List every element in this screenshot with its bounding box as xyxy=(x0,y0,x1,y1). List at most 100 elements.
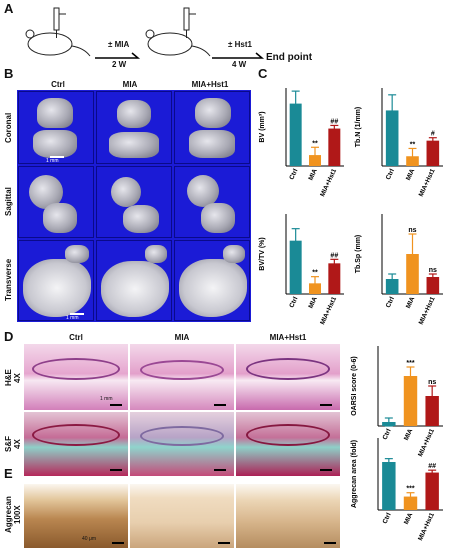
ct-row-transverse: Transverse xyxy=(4,258,13,302)
histo-col-ctrl: Ctrl xyxy=(69,333,83,342)
step1-time: 2 W xyxy=(112,60,127,69)
ct-image-coronal-mia xyxy=(96,91,172,164)
aggrecan-image-mia xyxy=(130,484,234,548)
step1-label: ± MIA xyxy=(108,40,130,49)
syringe-icon xyxy=(183,7,196,38)
chart-significance-label: ns xyxy=(428,379,436,386)
histo-scale-bar xyxy=(110,404,122,406)
histo-image-sf-mia xyxy=(130,412,234,476)
chart-significance-label: ## xyxy=(330,118,338,125)
chart-x-tick-label: MIA+Hst1 xyxy=(418,168,437,198)
chart-ylabel: Aggrecan area (fold) xyxy=(351,440,358,508)
histo-scale-bar xyxy=(320,469,332,471)
step2-time: 4 W xyxy=(232,60,247,69)
ct-col-ctrl: Ctrl xyxy=(51,80,65,89)
ct-col-mia: MIA xyxy=(122,80,138,89)
chart-x-tick-label: MIA xyxy=(403,428,415,442)
ct-image-transverse-mia xyxy=(96,240,172,321)
ct-col-mia-hst1: MIA+Hst1 xyxy=(191,80,229,89)
chart-significance-label: *** xyxy=(406,360,414,367)
mouse-icon xyxy=(25,29,91,57)
aggrecan-scale-label: 40 μm xyxy=(82,536,96,542)
ct-image-coronal-hst1 xyxy=(174,91,250,164)
chart-x-tick-label: MIA+Hst1 xyxy=(418,296,437,326)
histo-col-mia: MIA xyxy=(174,333,190,342)
chart-x-tick-label: Ctrl xyxy=(385,168,396,181)
chart-tbsp: Tb.Sp (mm) Ctrl ns MIA ns MIA+Hst1 xyxy=(355,214,443,326)
chart-x-tick-label: Ctrl xyxy=(288,168,299,181)
aggrecan-image-hst1 xyxy=(236,484,340,548)
chart-bar xyxy=(289,103,302,166)
histo-image-sf-hst1 xyxy=(236,412,340,476)
chart-significance-label: ns xyxy=(429,267,437,274)
ct-image-sagittal-mia xyxy=(96,166,172,238)
mouse-icon xyxy=(145,29,211,57)
chart-ylabel: BV/TV (%) xyxy=(259,237,266,270)
chart-x-tick-label: MIA xyxy=(307,168,319,182)
chart-significance-label: ## xyxy=(330,252,338,259)
chart-bar xyxy=(425,472,439,510)
panel-letter-a: A xyxy=(4,1,14,16)
panel-letter-e: E xyxy=(4,466,13,481)
panel-letter-c: C xyxy=(258,66,268,81)
ct-image-transverse-ctrl xyxy=(18,240,94,321)
chart-x-tick-label: MIA xyxy=(405,296,417,310)
histo-scale-bar xyxy=(110,469,122,471)
chart-x-tick-label: Ctrl xyxy=(382,428,393,441)
chart-ylabel: BV (mm³) xyxy=(259,111,266,142)
ct-row-coronal: Coronal xyxy=(4,112,13,144)
chart-bar xyxy=(385,110,399,166)
aggrecan-row: Aggrecan 100X xyxy=(4,482,22,548)
endpoint-label: End point xyxy=(266,52,313,63)
chart-ylabel: Tb.Sp (mm) xyxy=(355,235,362,274)
chart-x-tick-label: MIA+Hst1 xyxy=(319,296,338,326)
chart-x-tick-label: MIA xyxy=(403,512,415,526)
aggrecan-image-ctrl xyxy=(24,484,128,548)
histo-scale-bar xyxy=(214,404,226,406)
chart-significance-label: ## xyxy=(428,463,436,470)
aggrecan-scale-bar xyxy=(218,542,230,544)
ct-image-coronal-ctrl xyxy=(18,91,94,164)
aggrecan-row-mag: 100X xyxy=(13,505,22,525)
chart-significance-label: ** xyxy=(312,140,318,147)
timeline-schematic xyxy=(25,7,265,59)
chart-bar xyxy=(426,277,440,294)
chart-bar xyxy=(289,240,302,294)
ct-image-sagittal-ctrl xyxy=(18,166,94,238)
chart-bvtv: BV/TV (%) Ctrl ** MIA ## MIA+Hst1 xyxy=(259,214,344,326)
ct-scale-bar-transverse xyxy=(70,313,84,315)
chart-bar xyxy=(328,128,341,166)
chart-x-tick-label: Ctrl xyxy=(382,512,393,525)
timeline-arrow-2 xyxy=(212,52,265,59)
histo-scale-label: 1 mm xyxy=(100,396,113,402)
panel-letter-d: D xyxy=(4,329,14,344)
chart-bar xyxy=(385,279,399,294)
chart-bar xyxy=(426,140,440,166)
histo-scale-bar xyxy=(214,469,226,471)
chart-bv: BV (mm³) Ctrl ** MIA ## MIA+Hst1 xyxy=(259,88,344,198)
ct-scale-label-coronal: 1 mm xyxy=(46,158,59,164)
chart-bar xyxy=(328,263,341,294)
histo-image-he-mia xyxy=(130,344,234,410)
chart-ylabel: OARSI score (0-6) xyxy=(351,356,358,416)
chart-aggrecan: Aggrecan area (fold) Ctrl *** MIA ## MIA+Hst1 xyxy=(351,438,443,542)
chart-x-tick-label: MIA xyxy=(307,296,319,310)
histo-col-mia-hst1: MIA+Hst1 xyxy=(269,333,307,342)
histo-image-he-ctrl xyxy=(24,344,128,410)
chart-significance-label: *** xyxy=(406,486,414,493)
histo-scale-bar xyxy=(320,404,332,406)
chart-x-tick-label: MIA+Hst1 xyxy=(417,512,436,542)
chart-tbn: Tb.N (1/mm) Ctrl ** MIA # MIA+Hst1 xyxy=(355,88,443,198)
chart-x-tick-label: MIA xyxy=(405,168,417,182)
chart-x-tick-label: MIA+Hst1 xyxy=(319,168,338,198)
step2-label: ± Hst1 xyxy=(228,40,252,49)
histo-row-he-mag: 4X xyxy=(13,373,22,383)
panel-letter-b: B xyxy=(4,66,14,81)
chart-bar xyxy=(382,462,396,510)
histo-row-sf-mag: 4X xyxy=(13,439,22,449)
syringe-icon xyxy=(53,7,66,38)
histo-row-sf-stain: S&F xyxy=(4,436,13,452)
chart-bar xyxy=(425,396,439,426)
aggrecan-scale-bar xyxy=(112,542,124,544)
